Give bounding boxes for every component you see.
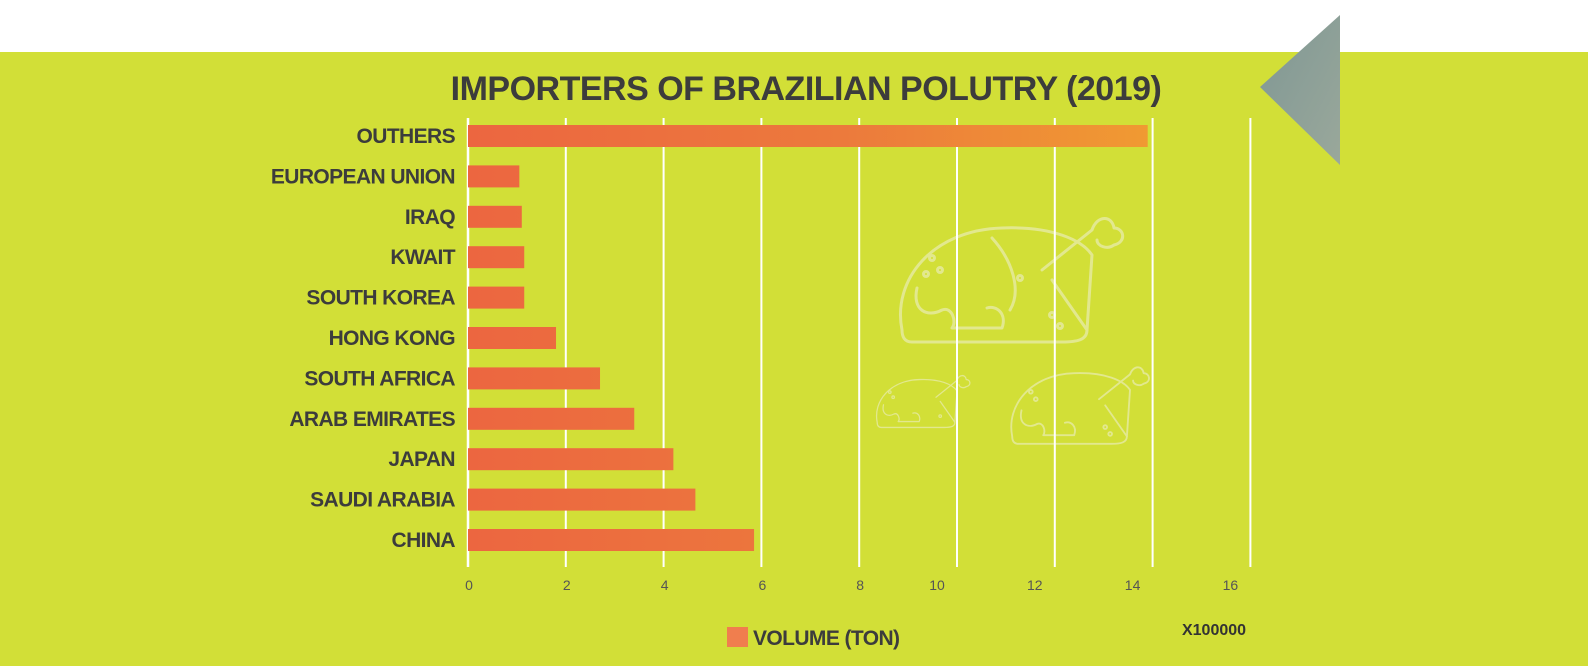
bar-south-africa <box>468 367 601 390</box>
bar-saudi-arabia <box>468 488 696 511</box>
x-tick-label: 8 <box>856 577 864 593</box>
chart-title: IMPORTERS OF BRAZILIAN POLUTRY (2019) <box>451 70 1162 108</box>
bars <box>468 125 1148 551</box>
bar-hong-kong <box>468 327 557 349</box>
roast-chicken-icon <box>875 374 971 429</box>
category-label: CHINA <box>392 529 456 552</box>
corner-triangle-shape <box>1260 15 1340 165</box>
x-tick-label: 6 <box>759 577 767 593</box>
x-tick-label: 12 <box>1027 577 1043 593</box>
x-axis-tick-labels: 0 2 4 6 8 10 12 14 16 <box>465 577 1238 593</box>
background-chicken-icons <box>875 217 1150 445</box>
x-tick-label: 14 <box>1125 577 1141 593</box>
x-tick-label: 16 <box>1223 577 1239 593</box>
legend: VOLUME (TON) <box>727 627 900 650</box>
bar-japan <box>468 448 674 471</box>
category-label: EUROPEAN UNION <box>271 165 455 188</box>
legend-swatch <box>727 627 748 647</box>
category-label: JAPAN <box>388 448 455 471</box>
roast-chicken-icon <box>899 217 1125 344</box>
x-axis-multiplier: X100000 <box>1182 622 1246 639</box>
category-label: SOUTH AFRICA <box>304 367 455 390</box>
x-tick-label: 10 <box>929 577 945 593</box>
category-label: HONG KONG <box>329 327 456 350</box>
category-label: SAUDI ARABIA <box>310 489 455 512</box>
x-tick-label: 2 <box>563 577 571 593</box>
legend-label: VOLUME (TON) <box>753 627 899 650</box>
x-tick-label: 4 <box>661 577 669 593</box>
bar-arab-emirates <box>468 407 635 430</box>
chart-background-band <box>0 52 1588 666</box>
bar-iraq <box>468 205 522 228</box>
bar-outhers <box>468 125 1148 147</box>
bar-kwait <box>468 246 525 269</box>
x-tick-label: 0 <box>465 577 473 593</box>
category-label: IRAQ <box>405 206 455 229</box>
category-label: OUTHERS <box>357 125 456 148</box>
category-label: ARAB EMIRATES <box>289 408 455 431</box>
bar-european-union <box>468 165 520 188</box>
bar-south-korea <box>468 286 525 309</box>
gridlines <box>466 118 1252 567</box>
bar-china <box>468 529 755 551</box>
roast-chicken-icon <box>1010 366 1150 445</box>
category-labels: OUTHERS EUROPEAN UNION IRAQ KWAIT SOUTH KORE… <box>271 125 456 552</box>
category-label: KWAIT <box>390 246 455 269</box>
category-label: SOUTH KOREA <box>306 287 455 310</box>
